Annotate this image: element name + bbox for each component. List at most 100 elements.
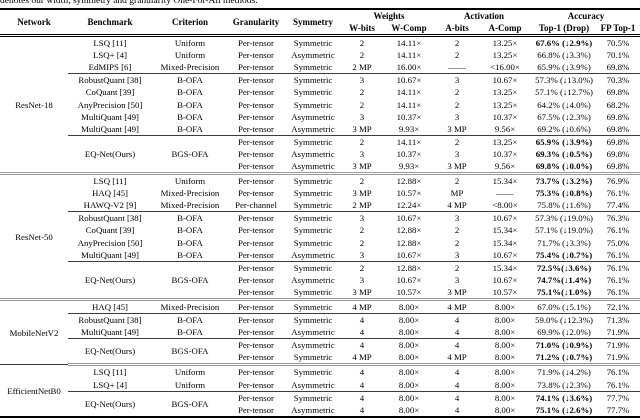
col-header-benchmark: Benchmark [68, 8, 152, 37]
criterion-cell: Uniform [174, 50, 206, 61]
w-bits-cell: 3 [359, 111, 365, 122]
a-comp-cell: 15.34× [492, 176, 518, 187]
a-bits-cell: 3 [454, 213, 460, 224]
w-comp-cell: 12.24× [382, 199, 437, 213]
a-bits-cell: 4 [454, 315, 460, 326]
w-bits-cell: 3 [359, 213, 365, 224]
granularity-cell: Per-tensor [228, 299, 284, 315]
w-bits-cell: 3 [359, 148, 365, 159]
a-comp-cell: 13.25× [492, 99, 518, 110]
a-comp-cell: 8.00× [478, 326, 533, 340]
table-row: Per-tensor Asymmetric 3 MP 9.93× 3 MP 9.56× 69… [0, 159, 640, 175]
network-cell: ResNet-50 [0, 173, 68, 301]
granularity-cell: Per-tensor [238, 392, 274, 403]
criterion-cell: Uniform [174, 176, 206, 187]
a-comp-cell: 10.67× [492, 75, 518, 86]
table-row: ResNet-50 LSQ [11] Uniform Per-tensor Symmet… [0, 173, 640, 301]
a-comp-cell: 10.57× [478, 285, 533, 301]
granularity-cell: Per-tensor [238, 340, 274, 351]
criterion-cell: B-OFA [177, 111, 203, 122]
w-comp-cell: 14.11× [396, 136, 422, 147]
table-header: Network Benchmark Criterion Granularity … [0, 8, 640, 37]
w-bits-cell: 2 [359, 50, 365, 61]
symmetry-cell: Symmetric [284, 351, 342, 367]
symmetry-cell: Symmetric [293, 136, 333, 147]
w-comp-cell: 10.37× [396, 111, 422, 122]
w-comp-cell: 14.11× [396, 87, 422, 98]
a-bits-cell: 4 [454, 340, 460, 351]
w-bits-cell: 2 [359, 87, 365, 98]
table-row: Per-tensor Symmetric 4 MP 8.00× 4 MP 8.00× 71.… [0, 351, 640, 367]
col-header-granularity: Granularity [228, 8, 284, 37]
a-bits-cell: 2 [454, 38, 460, 49]
criterion-cell: B-OFA [152, 326, 228, 340]
granularity-cell: Per-tensor [238, 99, 274, 110]
granularity-cell: Per-tensor [238, 225, 274, 236]
granularity-cell: Per-tensor [238, 262, 274, 273]
table-row: CoQuant [39] B-OFA Per-tensor Symmetric 2 12.… [0, 224, 640, 236]
w-comp-cell: 12.88× [396, 225, 422, 236]
col-header-network: Network [0, 8, 68, 37]
w-comp-cell: 12.88× [396, 237, 422, 248]
a-comp-cell: 9.56× [478, 122, 533, 136]
table-row: RobustQuant [38] B-OFA Per-tensor Symmetric… [0, 314, 640, 327]
benchmark-cell: CoQuant [39] [85, 225, 135, 236]
symmetry-cell: Asymmetric [291, 50, 335, 61]
w-bits-cell: 4 [342, 403, 382, 418]
granularity-cell: Per-tensor [228, 285, 284, 301]
network-cell: MobileNetV2 [0, 299, 68, 366]
a-bits-cell: 2 [454, 99, 460, 110]
granularity-cell: Per-tensor [228, 248, 284, 262]
table-row: MultiQuant [49] B-OFA Per-tensor Asymmetric… [0, 122, 640, 136]
fp-top1-cell: 69.8% [596, 61, 640, 75]
benchmark-cell: RobustQuant [38] [78, 213, 142, 224]
a-bits-cell: 4 MP [436, 351, 479, 367]
w-bits-cell: 2 MP [342, 61, 382, 75]
criterion-cell: BGS-OFA [152, 391, 228, 418]
top1-cell: 57.3% (↓19.0%) [535, 213, 593, 224]
w-comp-cell: 10.37× [396, 148, 422, 159]
symmetry-cell: Symmetric [293, 99, 333, 110]
granularity-cell: Per-tensor [228, 122, 284, 136]
benchmark-cell: RobustQuant [38] [78, 75, 142, 86]
a-comp-cell: 8.00× [478, 378, 533, 392]
granularity-cell: Per-tensor [238, 176, 274, 187]
a-bits-cell: 4 [436, 326, 479, 340]
table-caption-text: denotes our width, symmetry and granular… [0, 0, 258, 6]
a-bits-cell: 4 [436, 378, 479, 392]
symmetry-cell: Asymmetric [291, 148, 335, 159]
top1-cell: 67.0% (↓5.1%) [532, 299, 597, 315]
col-header-fp-top1: FP Top-1 [596, 21, 640, 37]
w-comp-cell: 14.11× [396, 50, 422, 61]
a-bits-cell: 4 MP [436, 299, 479, 315]
a-bits-cell: 3 [454, 148, 460, 159]
w-bits-cell: 2 [359, 136, 365, 147]
benchmark-cell: EQ-Net(Ours) [68, 338, 152, 367]
a-comp-cell: 15.34× [492, 225, 518, 236]
table-row: ResNet-18 LSQ [11] Uniform Per-tensor Symmet… [0, 35, 640, 176]
symmetry-cell: Symmetric [284, 299, 342, 315]
top1-cell: 66.8% (↓3.3%) [537, 50, 591, 61]
criterion-cell: Mixed-Precision [152, 299, 228, 315]
fp-top1-cell: 70.5% [606, 38, 630, 49]
a-bits-cell: 2 [454, 176, 460, 187]
top1-cell: 73.7% (↓3.2%) [535, 176, 593, 187]
symmetry-cell: Symmetric [284, 285, 342, 301]
a-comp-cell: 9.56× [478, 159, 533, 175]
w-bits-cell: 2 MP [342, 199, 382, 213]
a-bits-cell: 2 [454, 262, 460, 273]
a-comp-cell: 8.00× [494, 367, 516, 378]
w-comp-cell: 8.00× [398, 367, 420, 378]
criterion-cell: BGS-OFA [152, 261, 228, 301]
a-bits-cell: 3 [454, 111, 460, 122]
table-row: RobustQuant [38] B-OFA Per-tensor Symmetric… [0, 212, 640, 225]
a-comp-cell: 8.00× [478, 351, 533, 367]
a-comp-cell: 13.25× [492, 87, 518, 98]
w-comp-cell: 8.00× [398, 340, 420, 351]
granularity-cell: Per-tensor [238, 148, 274, 159]
w-bits-cell: 2 [359, 225, 365, 236]
fp-top1-cell: 70.3% [606, 75, 630, 86]
a-bits-cell: 3 [454, 274, 460, 285]
granularity-cell: Per-tensor [238, 75, 274, 86]
a-comp-cell: <8.00× [478, 199, 533, 213]
